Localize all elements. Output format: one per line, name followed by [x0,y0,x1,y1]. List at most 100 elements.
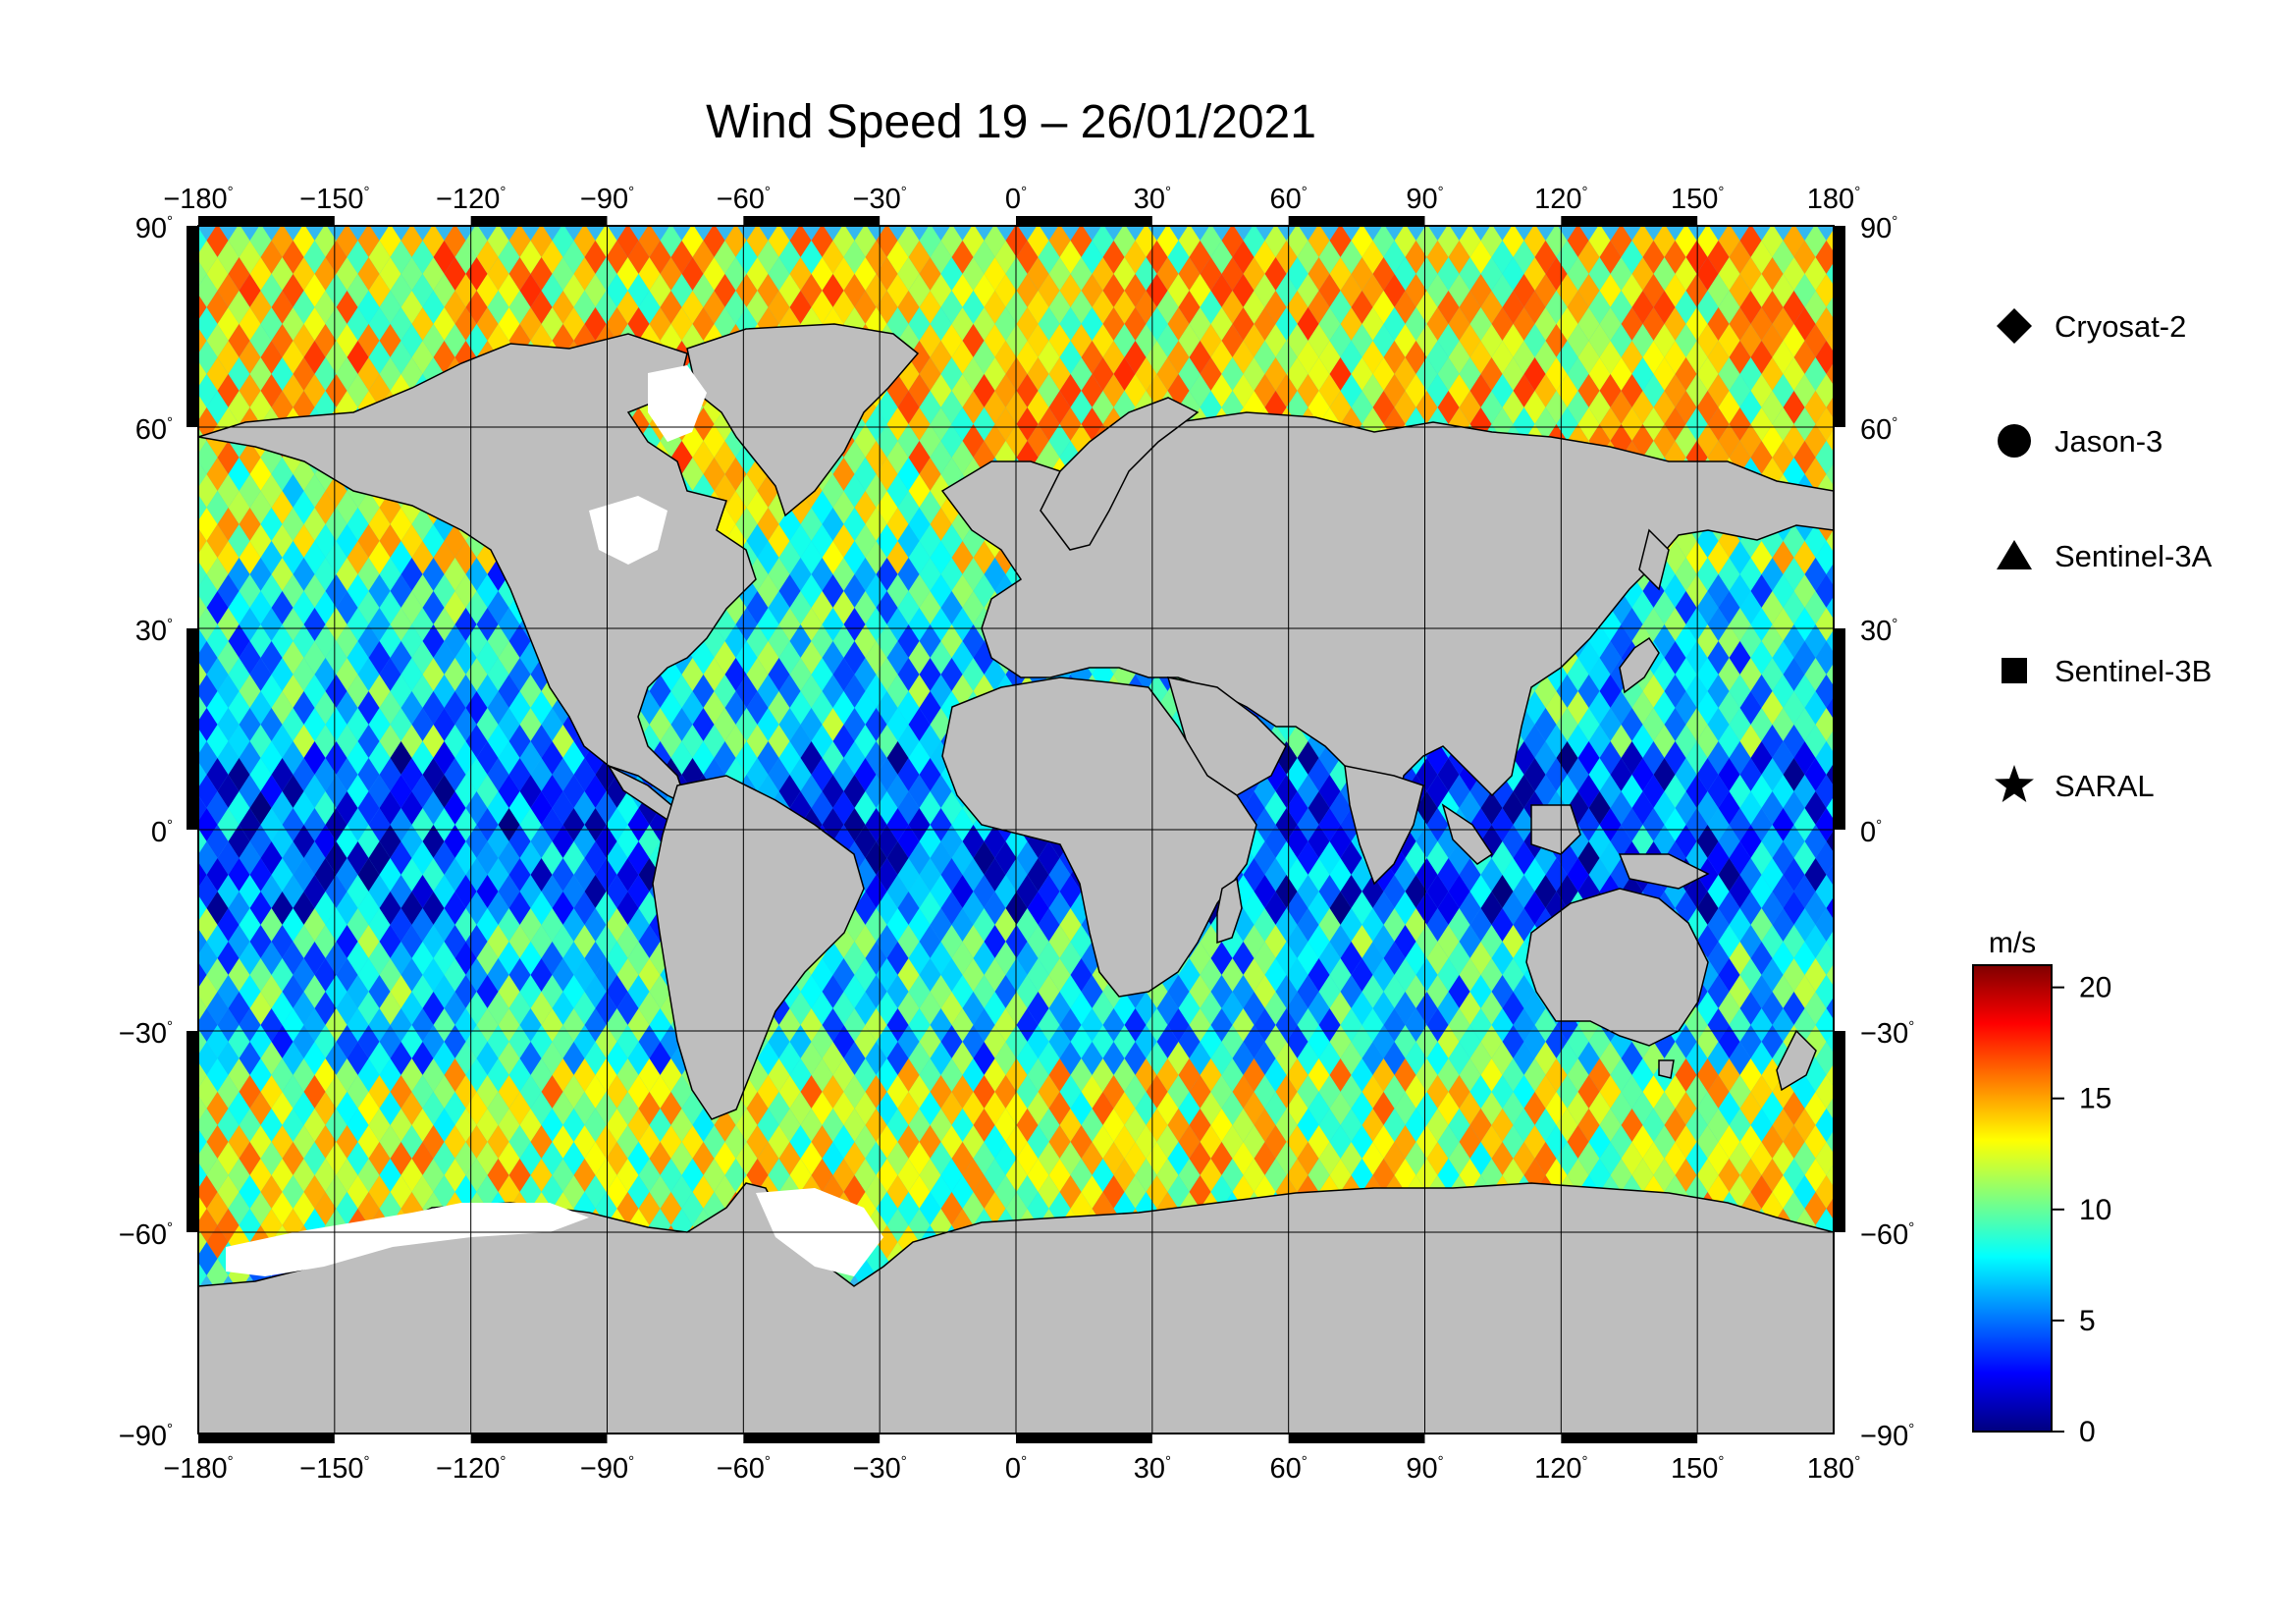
wind-cell [1826,696,1834,720]
wind-cell [1815,241,1834,274]
frame-bar-top [470,216,608,226]
wind-cell [1815,1042,1834,1075]
lat-label: −90° [1860,1421,1914,1452]
japan [1619,636,1660,694]
wind-cell [314,226,337,257]
frame-bar-left [187,628,198,830]
lat-label: −30° [119,1018,173,1050]
wind-cell [1815,307,1834,341]
wind-cell [293,226,315,257]
frame-bar-right [1834,226,1845,427]
colorbar-gradient [1972,964,2053,1433]
sumatra [1441,803,1494,865]
wind-cell [1826,296,1834,319]
wind-cell [1826,629,1834,653]
wind-cell [1838,908,1859,942]
lon-label: 60° [1270,184,1308,215]
wind-cell [198,1262,207,1289]
wind-cell [616,226,639,257]
colorbar-unit: m/s [1989,927,2036,959]
wind-cell [198,227,207,254]
wind-cell [1815,407,1834,441]
lat-label: 30° [1860,616,1897,647]
wind-cell [198,1142,218,1175]
frame-bar-bottom [1288,1434,1425,1443]
colorbar-tick-label: 10 [2079,1194,2111,1226]
wind-cell [1815,875,1834,908]
frame-bar-top [1288,216,1425,226]
wind-cell [1459,226,1481,257]
wind-cell [198,928,207,955]
star-icon [1995,765,2034,802]
wind-cell [1135,226,1157,257]
frame-bar-bottom [470,1434,608,1443]
wind-cell [1826,529,1834,553]
wind-cell [198,708,218,741]
wind-cell [1815,1075,1834,1109]
wind-cell [1826,730,1834,753]
wind-cell [1826,563,1834,586]
wind-cell [1826,1063,1834,1087]
lon-label: −60° [717,184,771,215]
wind-cell [789,226,812,257]
lat-label: 0° [1860,817,1882,848]
wind-cell [379,226,401,257]
wind-cell [357,226,380,257]
new-guinea [1618,853,1710,890]
wind-cell [1826,329,1834,352]
wind-cell [703,226,725,257]
wind-cell [1838,841,1859,875]
wind-cell [552,226,574,257]
wind-cell [1838,1242,1859,1275]
wind-cell [1838,875,1859,908]
lon-label: 120° [1534,184,1587,215]
wind-cell [1815,374,1834,407]
frame-bar-left [187,226,198,427]
wind-cell [984,226,1006,257]
wind-cell [198,574,218,608]
legend-label: Cryosat-2 [2055,309,2186,344]
lon-label: 150° [1671,1453,1724,1485]
legend-label: Jason-3 [2055,424,2163,459]
colorbar-tick-label: 20 [2079,972,2111,1004]
lat-label: 0° [151,817,173,848]
lat-label: 90° [1860,213,1897,244]
wind-cell [1092,226,1114,257]
wind-cell [198,394,207,421]
wind-cell [876,226,898,257]
wind-cell [1815,441,1834,474]
wind-cell [198,908,218,942]
wind-cell [1523,226,1546,257]
wind-cell [198,274,218,307]
wind-cell [198,942,218,975]
madagascar [1216,877,1243,945]
wind-cell [1826,930,1834,953]
wind-cell [198,841,218,875]
wind-cell [1838,474,1859,508]
wind-cell [198,794,207,822]
wind-cell [1027,226,1049,257]
lon-label: −60° [717,1453,771,1485]
map-title: Wind Speed 19 – 26/01/2021 [706,96,1316,148]
wind-cell [746,226,769,257]
wind-cell [198,374,218,407]
wind-cell [1815,1109,1834,1142]
colorbar-tick-label: 15 [2079,1083,2111,1115]
wind-cell [249,226,272,257]
wind-cell [198,561,207,588]
wind-cell [1826,896,1834,920]
wind-cell [198,494,207,521]
wind-cell [1826,396,1834,419]
wind-cell [198,360,207,388]
wind-cell [681,226,704,257]
wind-cell [1372,226,1395,257]
wind-cell [198,508,218,541]
greenland-interior-ice [648,365,707,442]
lon-label: 30° [1134,1453,1171,1485]
wind-cell [940,226,963,257]
wind-cell [1826,963,1834,987]
wind-cell [198,1109,218,1142]
